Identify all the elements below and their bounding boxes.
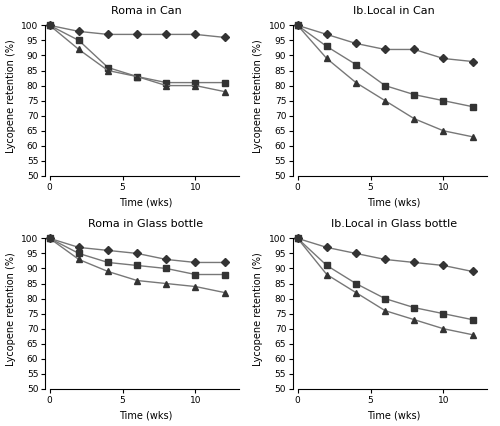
- Y-axis label: Lycopene retention (%): Lycopene retention (%): [254, 252, 264, 366]
- Y-axis label: Lycopene retention (%): Lycopene retention (%): [6, 252, 16, 366]
- X-axis label: Time (wks): Time (wks): [367, 197, 420, 207]
- Title: Roma in Glass bottle: Roma in Glass bottle: [88, 219, 204, 229]
- Y-axis label: Lycopene retention (%): Lycopene retention (%): [254, 39, 264, 153]
- X-axis label: Time (wks): Time (wks): [119, 197, 172, 207]
- X-axis label: Time (wks): Time (wks): [119, 410, 172, 420]
- Y-axis label: Lycopene retention (%): Lycopene retention (%): [6, 39, 16, 153]
- Title: Ib.Local in Glass bottle: Ib.Local in Glass bottle: [331, 219, 457, 229]
- X-axis label: Time (wks): Time (wks): [367, 410, 420, 420]
- Title: Ib.Local in Can: Ib.Local in Can: [353, 6, 434, 16]
- Title: Roma in Can: Roma in Can: [110, 6, 182, 16]
